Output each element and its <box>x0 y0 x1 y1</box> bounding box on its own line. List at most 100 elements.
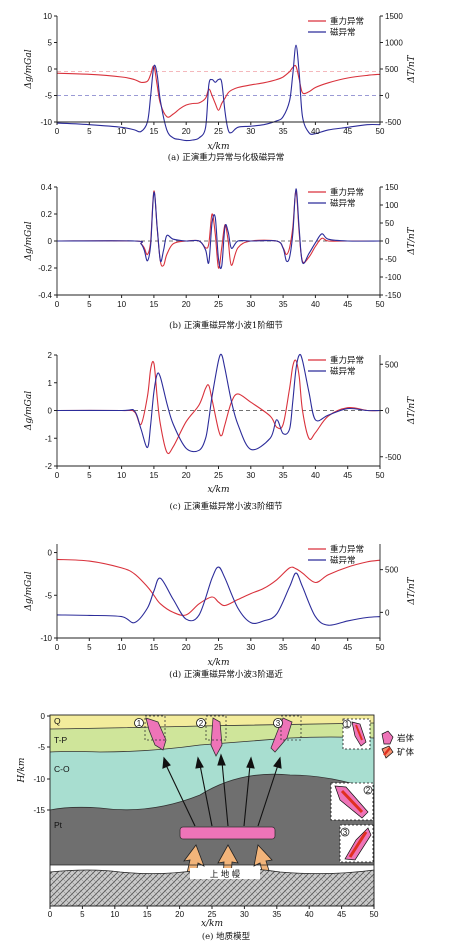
y-tick-left-label: 1 <box>48 379 53 388</box>
x-tick-label: 45 <box>343 471 352 480</box>
x-tick-label: 20 <box>182 127 191 136</box>
series-magnetic-line <box>56 566 381 626</box>
x-tick-label: 50 <box>376 643 385 652</box>
x-tick-label: 40 <box>311 127 320 136</box>
legend-magnetic-label: 磁异常 <box>330 366 356 377</box>
geo-ytick: -5 <box>38 743 46 752</box>
y-tick-left-label: -10 <box>40 118 52 127</box>
caption-c: (c) 正演重磁异常小波3阶细节 <box>169 501 283 512</box>
series-gravity-line <box>56 558 381 616</box>
legend-intrusion-swatch <box>381 730 394 745</box>
x-tick-label: 25 <box>214 300 223 309</box>
x-tick-label: 15 <box>149 300 158 309</box>
x-tick-label: 10 <box>117 300 126 309</box>
x-tick-label: 50 <box>376 471 385 480</box>
x-tick-label: 35 <box>279 643 288 652</box>
x-tick-label: 10 <box>117 471 126 480</box>
legend-magnetic-label: 磁异常 <box>330 27 356 38</box>
layer-label-q: Q <box>54 716 61 726</box>
legend-gravity-label: 重力异常 <box>330 187 364 198</box>
chart-c: 0 5 10 15 20 25 30 35 40 45 50x/km210-1-25000-500Δ… <box>24 351 417 495</box>
x-axis-label: x/km <box>207 658 229 668</box>
y-axis-left-label: Δg/mGal <box>24 221 34 261</box>
inset-3: 3 <box>339 824 374 863</box>
y-tick-right-label: 0 <box>385 608 390 617</box>
y-axis-left-label: Δg/mGal <box>24 571 34 611</box>
series-gravity-line <box>56 359 381 455</box>
y-tick-left-label: -2 <box>45 462 53 471</box>
migration-arrows <box>162 753 282 827</box>
y-tick-left-label: 0 <box>48 549 53 558</box>
y-tick-left-label: 5 <box>48 39 53 48</box>
x-tick-label: 20 <box>182 471 191 480</box>
intrusion-body <box>179 826 276 840</box>
y-tick-left-label: 0 <box>48 65 53 74</box>
y-tick-left-label: 0 <box>48 237 53 246</box>
geo-x-tick-label: 0 <box>48 910 53 919</box>
x-tick-label: 5 <box>87 643 92 652</box>
x-tick-label: 15 <box>149 643 158 652</box>
y-tick-left-label: 0.2 <box>41 210 53 219</box>
geo-ytick: 0 <box>41 712 46 721</box>
y-tick-left-label: 0 <box>48 407 53 416</box>
inset-2: 2 <box>330 782 374 821</box>
legend-gravity-label: 重力异常 <box>330 544 364 555</box>
y-tick-right-label: -100 <box>385 273 402 282</box>
geo-x-tick-label: 40 <box>305 910 314 919</box>
y-tick-right-label: 0 <box>385 407 390 416</box>
geo-x-tick-label: 20 <box>175 910 184 919</box>
geo-ylabel: H/km <box>17 758 27 784</box>
y-tick-left-label: -5 <box>45 92 53 101</box>
svg-text:1: 1 <box>345 720 350 729</box>
y-axis-right-label: ΔT/nT <box>407 226 417 255</box>
y-tick-right-label: -150 <box>385 291 402 300</box>
legend-intrusion-label: 岩体 <box>397 733 415 744</box>
svg-text:3: 3 <box>276 719 281 728</box>
intrusion-3 <box>270 717 293 753</box>
x-tick-label: 50 <box>376 127 385 136</box>
charts-group: 0 5 10 15 20 25 30 35 40 45 50x/km1050-5-101500100… <box>24 12 417 668</box>
marker-1: 1 <box>134 718 144 728</box>
geology-y-axis: 0 -5 -10 -15 H/km <box>17 712 50 815</box>
x-tick-label: 5 <box>87 127 92 136</box>
geology-x-axis: 0 5 10 15 20 25 30 35 40 45 50 <box>48 906 379 919</box>
y-tick-right-label: 500 <box>385 360 399 369</box>
series-magnetic-line <box>56 188 381 270</box>
y-axis-right-label: ΔT/nT <box>407 396 417 425</box>
x-tick-label: 15 <box>149 127 158 136</box>
legend-gravity-label: 重力异常 <box>330 16 364 27</box>
y-tick-right-label: 500 <box>385 65 399 74</box>
y-tick-left-label: 0.4 <box>41 183 53 192</box>
x-tick-label: 35 <box>279 127 288 136</box>
y-tick-left-label: -0.2 <box>38 264 52 273</box>
x-tick-label: 30 <box>246 127 255 136</box>
x-tick-label: 30 <box>246 643 255 652</box>
x-tick-label: 50 <box>376 300 385 309</box>
x-tick-label: 20 <box>182 300 191 309</box>
y-axis-left-label: Δg/mGal <box>24 391 34 431</box>
legend-magnetic-label: 磁异常 <box>330 198 356 209</box>
y-tick-right-label: -50 <box>385 255 397 264</box>
geo-x-tick-label: 5 <box>80 910 85 919</box>
y-tick-left-label: -10 <box>40 634 52 643</box>
svg-text:2: 2 <box>199 719 204 728</box>
chart-d: 0 5 10 15 20 25 30 35 40 45 50 x/km 0 -5 -10 500 0 Δg/mGa… <box>24 544 417 668</box>
inset-1: 1 <box>342 718 371 750</box>
geo-x-tick-label: 30 <box>240 910 249 919</box>
geo-ytick: -15 <box>33 806 45 815</box>
caption-b: (b) 正演重磁异常小波1阶细节 <box>169 320 283 331</box>
x-tick-label: 45 <box>343 300 352 309</box>
y-tick-right-label: 0 <box>385 237 390 246</box>
x-tick-label: 5 <box>87 300 92 309</box>
x-tick-label: 0 <box>55 127 60 136</box>
y-tick-right-label: -500 <box>385 453 402 462</box>
x-axis-label: x/km <box>207 485 229 495</box>
caption-a: (a) 正演重力异常与化极磁异常 <box>168 152 284 163</box>
x-axis-label: x/km <box>207 142 229 152</box>
geo-x-tick-label: 35 <box>272 910 281 919</box>
chart-a: 0 5 10 15 20 25 30 35 40 45 50x/km1050-5-101500100… <box>24 12 417 152</box>
svg-text:2: 2 <box>366 786 371 795</box>
geo-xlabel: x/km <box>201 919 223 929</box>
y-tick-right-label: 150 <box>385 183 399 192</box>
